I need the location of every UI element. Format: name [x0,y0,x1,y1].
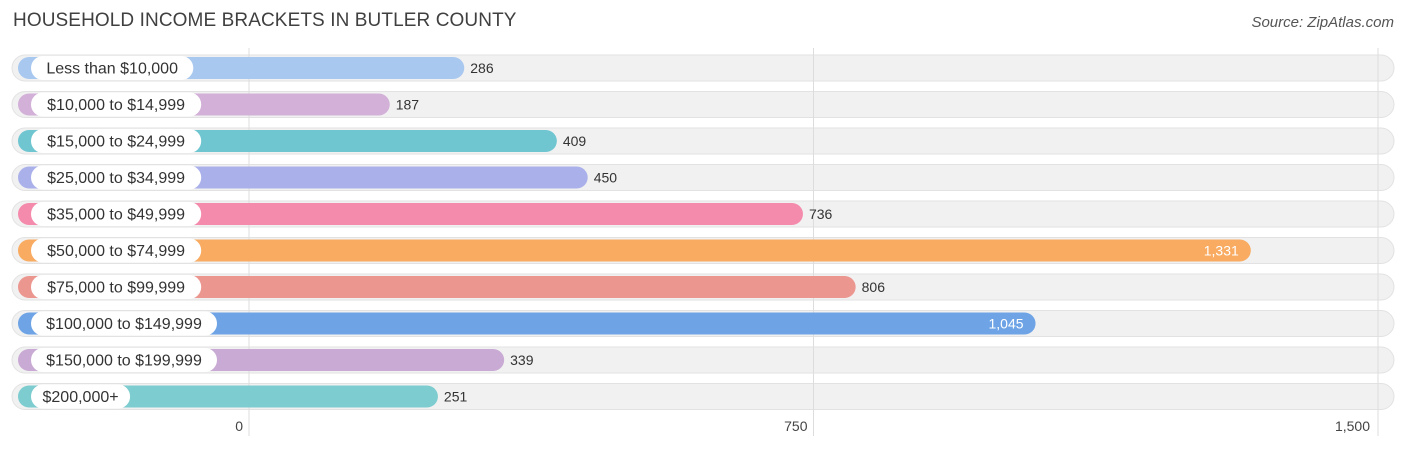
category-label-pill [31,92,202,117]
value-label: 1,331 [1204,243,1239,259]
category-label: $200,000+ [43,389,119,406]
category-label: $75,000 to $99,999 [47,280,185,297]
category-label-pill [31,165,202,190]
x-tick-label: 0 [235,418,243,434]
category-label-pill [31,275,202,299]
category-label: $50,000 to $74,999 [47,243,185,260]
value-label: 286 [470,60,494,76]
category-label-pill [31,311,217,336]
bar [18,203,803,225]
source-label: Source: ZipAtlas.com [1251,14,1394,31]
value-label: 187 [396,97,420,113]
category-label-pill [31,238,202,263]
category-label: $10,000 to $14,999 [47,97,185,114]
x-tick-label: 750 [784,418,808,434]
category-label: $35,000 to $49,999 [47,207,185,224]
value-label: 806 [862,279,886,295]
category-label-pill [31,384,131,409]
bar [18,239,1251,262]
category-label: $150,000 to $199,999 [46,353,202,370]
category-label-pill [31,202,202,226]
category-label-pill [31,56,194,80]
category-label: $25,000 to $34,999 [47,170,185,187]
category-label-pill [31,129,202,153]
category-label: Less than $10,000 [46,61,178,78]
value-label: 409 [563,133,587,149]
category-label: $100,000 to $149,999 [46,316,202,333]
bar [18,312,1036,335]
category-label-pill [31,348,217,372]
bar [18,276,856,298]
value-label: 736 [809,206,833,222]
chart-title: HOUSEHOLD INCOME BRACKETS IN BUTLER COUN… [13,10,517,31]
value-label: 1,045 [988,316,1023,332]
x-tick-label: 1,500 [1335,418,1370,434]
value-label: 450 [594,170,618,186]
value-label: 251 [444,389,468,405]
category-label: $15,000 to $24,999 [47,134,185,151]
value-label: 339 [510,352,534,368]
